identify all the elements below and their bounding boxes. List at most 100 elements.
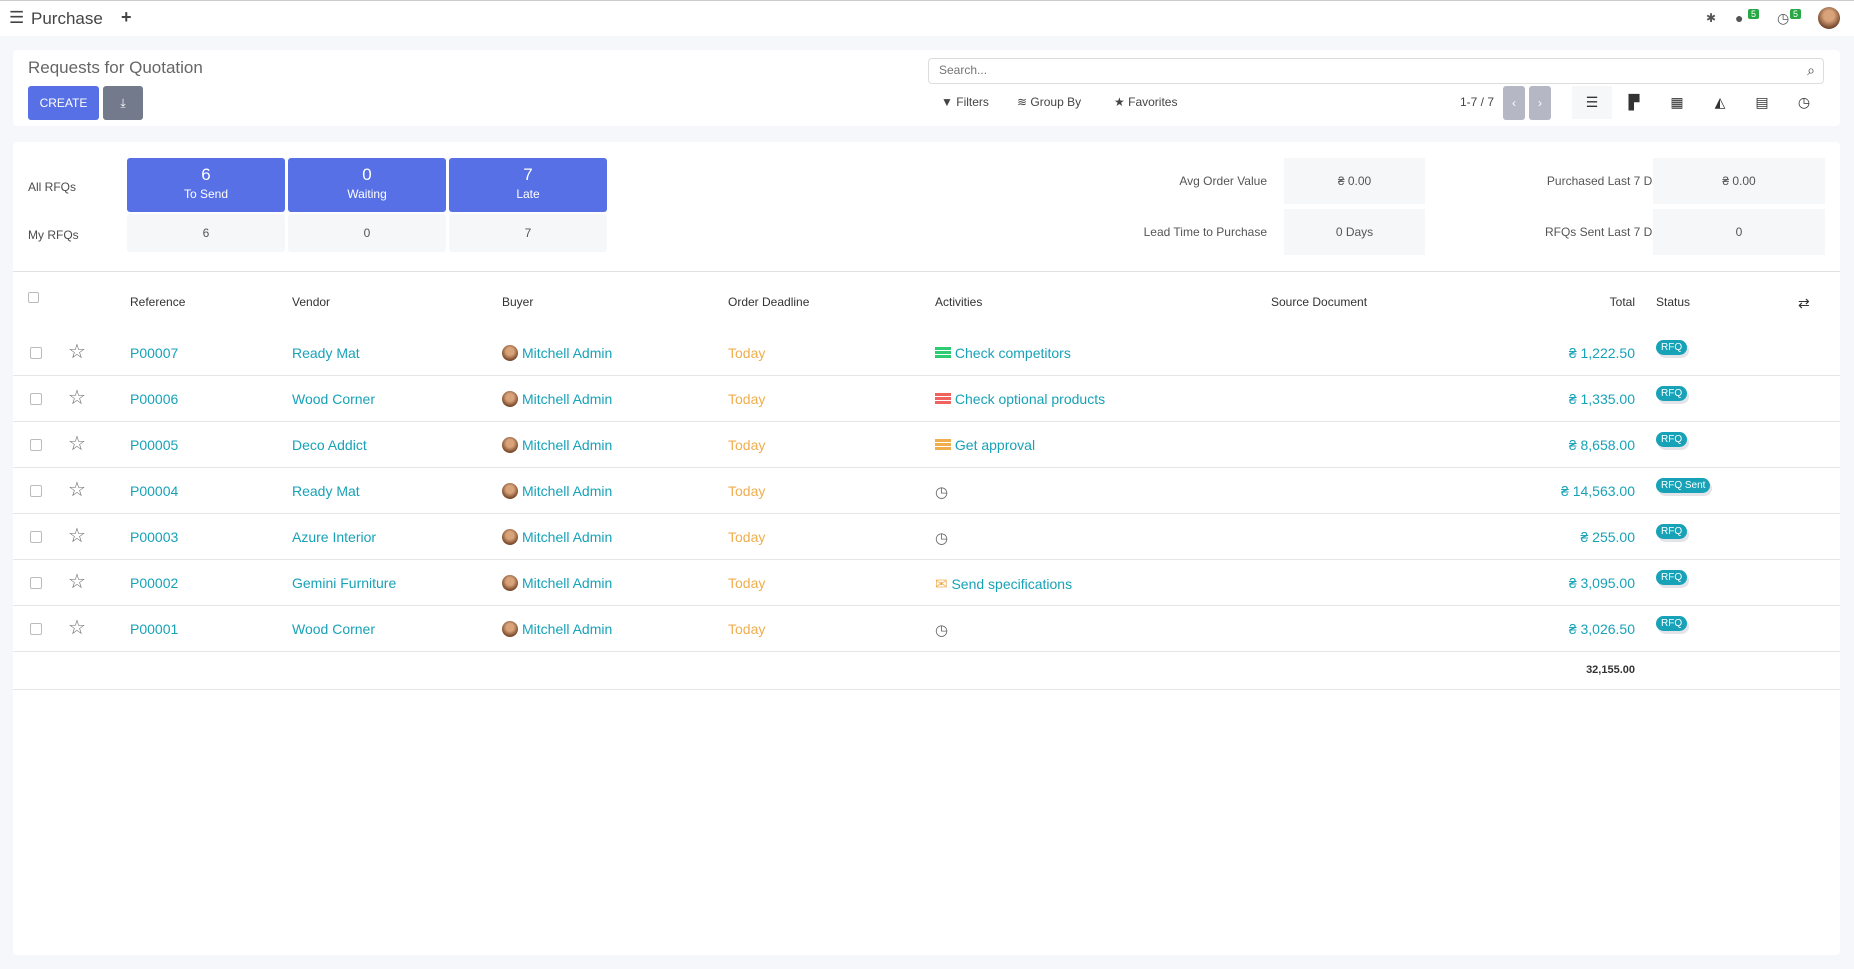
app-title[interactable]: Purchase	[31, 9, 103, 28]
optional-columns-icon[interactable]: ⇄	[1798, 295, 1810, 311]
select-all-checkbox[interactable]	[28, 292, 39, 303]
buyer[interactable]: Mitchell Admin	[502, 621, 612, 637]
clock-icon[interactable]: ◷	[935, 530, 949, 547]
tile-all-2[interactable]: 7 Late	[449, 158, 607, 212]
filters-button[interactable]: ▼ Filters	[941, 95, 989, 109]
star-icon[interactable]: ☆	[68, 571, 86, 593]
pager-next-button[interactable]: ›	[1529, 86, 1551, 120]
tile-my-1[interactable]: 0	[288, 214, 446, 252]
vendor[interactable]: Wood Corner	[292, 391, 376, 407]
favorites-button[interactable]: ★ Favorites	[1114, 95, 1177, 109]
tile-my-2[interactable]: 7	[449, 214, 607, 252]
buyer[interactable]: Mitchell Admin	[502, 437, 612, 453]
reference[interactable]: P00007	[130, 345, 179, 361]
tile-all-1[interactable]: 0 Waiting	[288, 158, 446, 212]
row-checkbox[interactable]	[30, 393, 42, 405]
header-status[interactable]: Status	[1656, 295, 1691, 309]
table-row[interactable]: ☆ P00005 Deco Addict Mitchell Admin Toda…	[13, 422, 1840, 468]
list-view-button[interactable]: ☰	[1572, 86, 1612, 119]
row-checkbox[interactable]	[30, 439, 42, 451]
vendor[interactable]: Wood Corner	[292, 621, 376, 637]
reference[interactable]: P00003	[130, 529, 179, 545]
activity-view-button[interactable]: ◷	[1784, 86, 1824, 119]
clock-icon[interactable]: ◷	[935, 484, 949, 501]
vendor[interactable]: Azure Interior	[292, 529, 377, 545]
star-icon[interactable]: ☆	[68, 525, 86, 547]
activity[interactable]: ◷	[935, 621, 948, 639]
search-icon[interactable]: ⌕	[1807, 62, 1815, 78]
stat-value[interactable]: ₴ 0.00	[1284, 158, 1425, 204]
graph-view-button[interactable]: ◭	[1700, 86, 1740, 119]
list-icon[interactable]	[935, 393, 951, 405]
calendar-view-button[interactable]: ▤	[1742, 86, 1782, 119]
header-source-document[interactable]: Source Document	[1271, 295, 1368, 309]
stat-value[interactable]: ₴ 0.00	[1653, 158, 1825, 204]
vendor[interactable]: Deco Addict	[292, 437, 367, 453]
vendor[interactable]: Gemini Furniture	[292, 575, 397, 591]
pager-value[interactable]: 1-7 / 7	[1460, 95, 1495, 109]
star-icon[interactable]: ☆	[68, 617, 86, 639]
list-icon[interactable]	[935, 347, 951, 359]
row-checkbox[interactable]	[30, 531, 42, 543]
row-checkbox[interactable]	[30, 577, 42, 589]
activity[interactable]: Get approval	[935, 437, 1035, 453]
header-vendor[interactable]: Vendor	[292, 295, 331, 309]
download-button[interactable]: ⤓	[103, 86, 143, 120]
header-order-deadline[interactable]: Order Deadline	[728, 295, 810, 309]
group-by-button[interactable]: ≋ Group By	[1017, 95, 1081, 109]
clock-icon[interactable]: ◷	[935, 622, 949, 639]
table-row[interactable]: ☆ P00007 Ready Mat Mitchell Admin Today …	[13, 330, 1840, 376]
envelope-icon[interactable]: ✉	[935, 576, 948, 593]
activity[interactable]: Check optional products	[935, 391, 1105, 407]
reference[interactable]: P00006	[130, 391, 179, 407]
buyer[interactable]: Mitchell Admin	[502, 575, 612, 591]
activity-clock-icon[interactable]: ◷	[1777, 10, 1790, 26]
search-box[interactable]: ⌕	[928, 58, 1824, 84]
pivot-view-button[interactable]: ▦	[1657, 86, 1697, 119]
activity[interactable]: ✉ Send specifications	[935, 575, 1072, 593]
star-icon[interactable]: ☆	[68, 341, 86, 363]
star-icon[interactable]: ☆	[68, 479, 86, 501]
header-reference[interactable]: Reference	[130, 295, 186, 309]
vendor[interactable]: Ready Mat	[292, 483, 360, 499]
activity[interactable]: ◷	[935, 529, 948, 547]
activity[interactable]: Check competitors	[935, 345, 1071, 361]
table-row[interactable]: ☆ P00003 Azure Interior Mitchell Admin T…	[13, 514, 1840, 560]
header-buyer[interactable]: Buyer	[502, 295, 534, 309]
plus-icon[interactable]: +	[121, 7, 132, 27]
search-input[interactable]	[939, 59, 1789, 81]
reference[interactable]: P00005	[130, 437, 179, 453]
buyer[interactable]: Mitchell Admin	[502, 483, 612, 499]
kanban-view-button[interactable]: ▛	[1614, 86, 1654, 119]
menu-icon[interactable]: ☰	[9, 8, 25, 27]
pager-previous-button[interactable]: ‹	[1503, 86, 1525, 120]
bug-icon[interactable]: ✱	[1706, 11, 1717, 25]
table-row[interactable]: ☆ P00004 Ready Mat Mitchell Admin Today …	[13, 468, 1840, 514]
reference[interactable]: P00004	[130, 483, 179, 499]
stat-value[interactable]: 0	[1653, 209, 1825, 255]
tile-all-0[interactable]: 6 To Send	[127, 158, 285, 212]
create-button[interactable]: CREATE	[28, 86, 99, 120]
reference[interactable]: P00001	[130, 621, 179, 637]
buyer[interactable]: Mitchell Admin	[502, 345, 612, 361]
table-row[interactable]: ☆ P00002 Gemini Furniture Mitchell Admin…	[13, 560, 1840, 606]
header-activities[interactable]: Activities	[935, 295, 983, 309]
row-checkbox[interactable]	[30, 347, 42, 359]
table-row[interactable]: ☆ P00006 Wood Corner Mitchell Admin Toda…	[13, 376, 1840, 422]
row-checkbox[interactable]	[30, 623, 42, 635]
reference[interactable]: P00002	[130, 575, 179, 591]
row-checkbox[interactable]	[30, 485, 42, 497]
activity[interactable]: ◷	[935, 483, 948, 501]
table-row[interactable]: ☆ P00001 Wood Corner Mitchell Admin Toda…	[13, 606, 1840, 652]
vendor[interactable]: Ready Mat	[292, 345, 360, 361]
buyer[interactable]: Mitchell Admin	[502, 529, 612, 545]
user-avatar[interactable]	[1818, 7, 1840, 29]
star-icon[interactable]: ☆	[68, 433, 86, 455]
star-icon[interactable]: ☆	[68, 387, 86, 409]
buyer[interactable]: Mitchell Admin	[502, 391, 612, 407]
chat-icon[interactable]: ●	[1735, 10, 1744, 26]
header-total[interactable]: Total	[1609, 295, 1635, 309]
list-icon[interactable]	[935, 439, 951, 451]
tile-my-0[interactable]: 6	[127, 214, 285, 252]
stat-value[interactable]: 0 Days	[1284, 209, 1425, 255]
